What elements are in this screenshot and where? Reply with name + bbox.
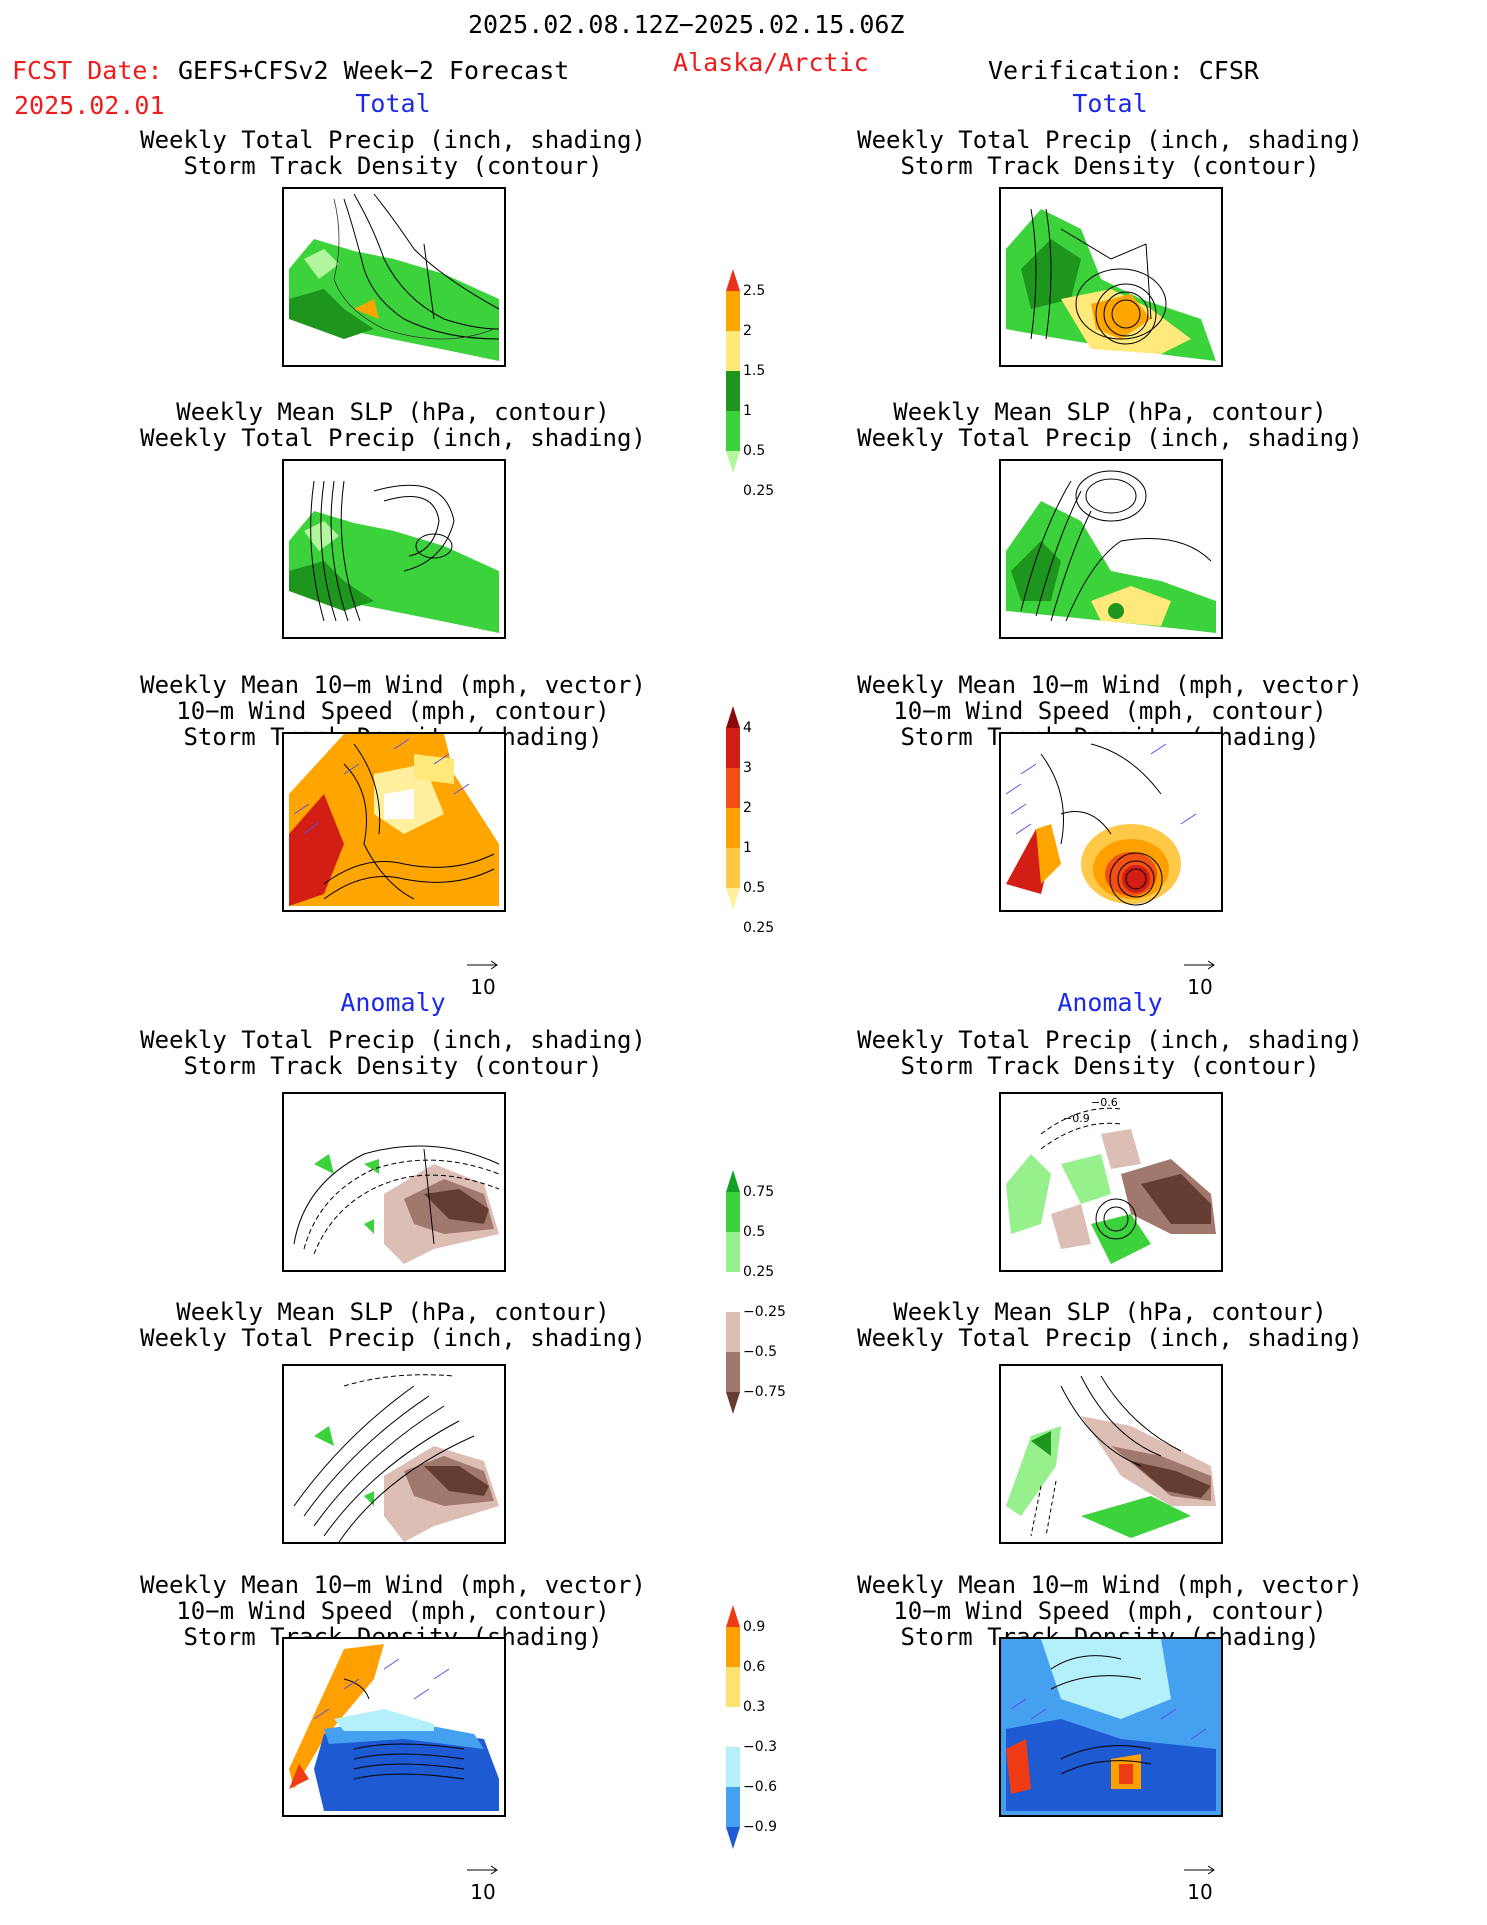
title-total-slp-fcst: Weekly Mean SLP (hPa, contour) Weekly To…: [140, 398, 646, 452]
vector-ref-anom-fcst: 10: [453, 1861, 513, 1904]
colorbar-label: 0.25: [743, 1264, 775, 1280]
map-total-slp-precip-verif: [999, 459, 1223, 639]
region-label: Alaska/Arctic: [673, 48, 869, 77]
colorbar-label: 0.3: [743, 1699, 766, 1715]
colorbar-label: 1.5: [743, 363, 766, 379]
colorbar-label: 0.5: [743, 443, 766, 459]
map-anom-wind-track-verif: [999, 1637, 1223, 1817]
title-anom-precip-fcst: Weekly Total Precip (inch, shading) Stor…: [140, 1026, 646, 1080]
colorbar-label: 0.25: [743, 920, 775, 936]
colorbar-bottom-arrow: [726, 451, 740, 473]
arrow-right-icon: [1184, 960, 1215, 970]
colorbar-swatch: [726, 1747, 740, 1787]
colorbar-swatch: [726, 808, 740, 848]
title-anom-slp-fcst: Weekly Mean SLP (hPa, contour) Weekly To…: [140, 1298, 646, 1352]
section-total-right: Total: [1072, 89, 1148, 118]
colorbar-swatch: [726, 1272, 740, 1312]
map-total-wind-track-verif: [999, 732, 1223, 912]
colorbar-label: −0.75: [743, 1384, 786, 1400]
title-total-slp-verif: Weekly Mean SLP (hPa, contour) Weekly To…: [857, 398, 1363, 452]
colorbar-swatch: [726, 1667, 740, 1707]
arrow-right-icon: [467, 960, 498, 970]
colorbar-label: −0.5: [743, 1344, 777, 1360]
colorbar-top-arrow: [726, 1170, 740, 1192]
colorbar-track-anom: 0.9 0.6 0.3 −0.3 −0.6 −0.9: [722, 1603, 842, 1893]
model-name: GEFS+CFSv2 Week−2 Forecast: [178, 56, 570, 85]
colorbar-graphic: [726, 1605, 740, 1849]
colorbar-swatch: [726, 1707, 740, 1747]
title-total-precip-verif: Weekly Total Precip (inch, shading) Stor…: [857, 126, 1363, 180]
colorbar-swatch: [726, 1787, 740, 1827]
map-anom-precip-track-verif: −0.6 −0.9: [999, 1092, 1223, 1272]
verification-label: Verification: CFSR: [988, 56, 1259, 85]
colorbar-graphic: [726, 269, 740, 473]
colorbar-label: 1: [743, 403, 752, 419]
colorbar-label: −0.3: [743, 1739, 777, 1755]
map-anom-slp-precip-verif: [999, 1364, 1223, 1544]
colorbar-swatch: [726, 728, 740, 768]
colorbar-label: 0.25: [743, 483, 775, 499]
colorbar-top-arrow: [726, 269, 740, 291]
colorbar-label: 2: [743, 323, 752, 339]
vector-ref-total-verif: 10: [1170, 956, 1230, 999]
colorbar-label: −0.9: [743, 1819, 777, 1835]
fcst-date-label: FCST Date:: [12, 56, 163, 85]
arrow-right-icon: [467, 1865, 498, 1875]
colorbar-swatch: [726, 411, 740, 451]
colorbar-precip-anom: 0.75 0.5 0.25 −0.25 −0.5 −0.75: [722, 1168, 842, 1458]
colorbar-swatch: [726, 1312, 740, 1352]
colorbar-top-arrow: [726, 706, 740, 728]
map-anom-precip-track-fcst: [282, 1092, 506, 1272]
colorbar-label: 2: [743, 800, 752, 816]
fcst-date: 2025.02.01: [14, 91, 165, 120]
contour-label-minus-0-6: −0.6: [1091, 1096, 1118, 1109]
map-total-slp-precip-fcst: [282, 459, 506, 639]
colorbar-label: 2.5: [743, 283, 766, 299]
colorbar-bottom-arrow: [726, 888, 740, 910]
map-total-precip-track-verif: [999, 187, 1223, 367]
colorbar-label: 0.5: [743, 880, 766, 896]
contour-label-minus-0-9: −0.9: [1063, 1112, 1090, 1125]
colorbar-graphic: [726, 706, 740, 910]
map-total-precip-track-fcst: [282, 187, 506, 367]
section-total-left: Total: [355, 89, 431, 118]
colorbar-precip-total: 2.5 2 1.5 1 0.5 0.25: [722, 267, 842, 557]
colorbar-swatch: [726, 1352, 740, 1392]
colorbar-label: 0.75: [743, 1184, 775, 1200]
colorbar-swatch: [726, 1192, 740, 1232]
colorbar-swatch: [726, 331, 740, 371]
section-anomaly-left: Anomaly: [340, 988, 446, 1017]
title-anom-precip-verif: Weekly Total Precip (inch, shading) Stor…: [857, 1026, 1363, 1080]
colorbar-bottom-arrow: [726, 1827, 740, 1849]
colorbar-swatch: [726, 291, 740, 331]
colorbar-swatch: [726, 371, 740, 411]
colorbar-label: −0.25: [743, 1304, 786, 1320]
colorbar-swatch: [726, 848, 740, 888]
map-total-wind-track-fcst: [282, 732, 506, 912]
colorbar-graphic: [726, 1170, 740, 1414]
colorbar-label: 4: [743, 720, 752, 736]
title-total-precip-fcst: Weekly Total Precip (inch, shading) Stor…: [140, 126, 646, 180]
colorbar-swatch: [726, 768, 740, 808]
arrow-right-icon: [1184, 1865, 1215, 1875]
section-anomaly-right: Anomaly: [1057, 988, 1163, 1017]
colorbar-track-total: 4 3 2 1 0.5 0.25: [722, 704, 842, 994]
colorbar-label: 1: [743, 840, 752, 856]
colorbar-label: 0.9: [743, 1619, 766, 1635]
colorbar-label: −0.6: [743, 1779, 777, 1795]
vector-ref-anom-verif: 10: [1170, 1861, 1230, 1904]
colorbar-label: 0.6: [743, 1659, 766, 1675]
colorbar-label: 0.5: [743, 1224, 766, 1240]
map-anom-slp-precip-fcst: [282, 1364, 506, 1544]
vector-ref-total-fcst: 10: [453, 956, 513, 999]
colorbar-label: 3: [743, 760, 752, 776]
title-anom-slp-verif: Weekly Mean SLP (hPa, contour) Weekly To…: [857, 1298, 1363, 1352]
colorbar-bottom-arrow: [726, 1392, 740, 1414]
valid-period: 2025.02.08.12Z−2025.02.15.06Z: [468, 10, 905, 39]
colorbar-swatch: [726, 1232, 740, 1272]
colorbar-top-arrow: [726, 1605, 740, 1627]
colorbar-swatch: [726, 1627, 740, 1667]
map-anom-wind-track-fcst: [282, 1637, 506, 1817]
